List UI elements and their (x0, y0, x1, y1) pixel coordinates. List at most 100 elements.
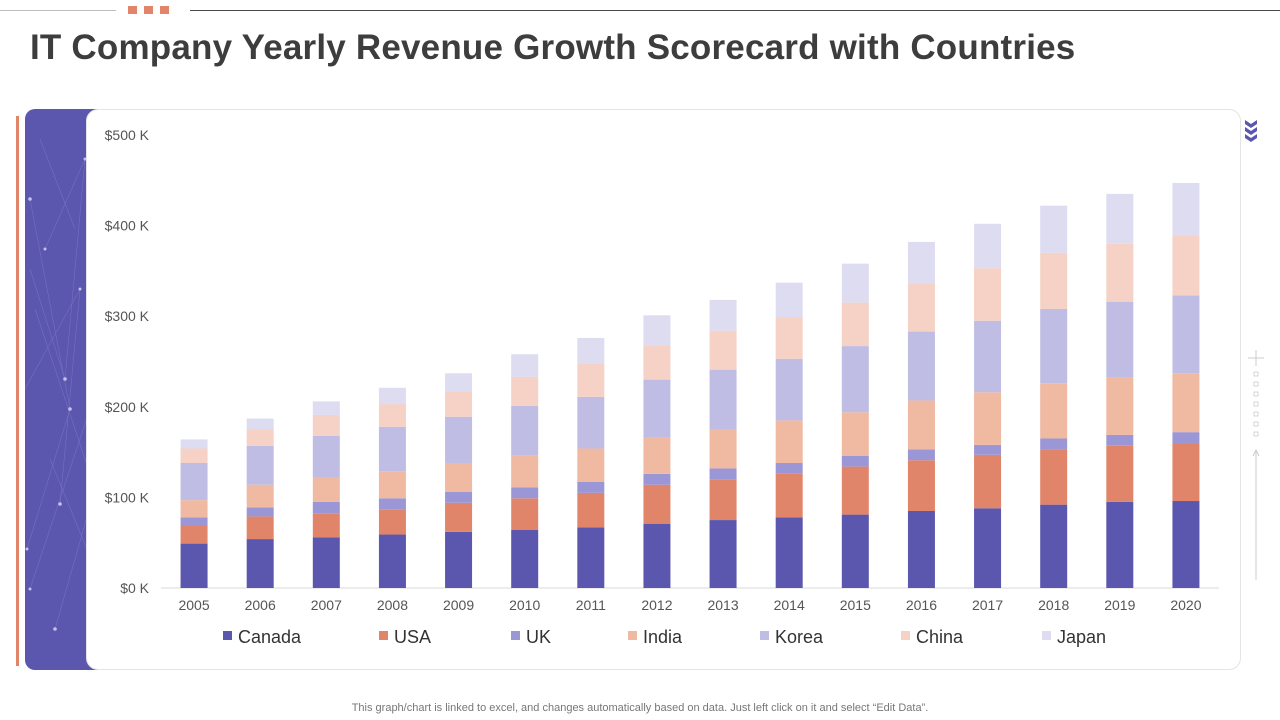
bar-segment-india-2007 (312, 477, 340, 502)
bar-segment-uk-2006 (246, 507, 274, 517)
bar-segment-india-2016 (907, 400, 935, 450)
bar-segment-canada-2020 (1172, 501, 1200, 588)
bar-segment-canada-2005 (180, 543, 208, 588)
bar-segment-china-2014 (775, 317, 803, 359)
bar-segment-uk-2009 (445, 491, 473, 503)
bar-segment-usa-2017 (974, 454, 1002, 509)
legend-swatch-canada (223, 631, 232, 640)
bar-segment-uk-2013 (709, 468, 737, 480)
bar-segment-india-2005 (180, 500, 208, 518)
legend-label-canada: Canada (238, 627, 302, 647)
x-tick-label: 2009 (443, 597, 474, 613)
bar-segment-china-2008 (378, 404, 406, 427)
bar-segment-china-2012 (643, 345, 671, 380)
bar-segment-usa-2012 (643, 484, 671, 524)
x-tick-label: 2010 (509, 597, 540, 613)
bar-segment-korea-2011 (577, 396, 605, 449)
y-tick-label: $400 K (105, 218, 150, 234)
legend-label-usa: USA (394, 627, 431, 647)
x-tick-label: 2014 (774, 597, 805, 613)
x-tick-label: 2011 (576, 597, 606, 613)
bar-segment-japan-2017 (974, 223, 1002, 269)
x-tick-label: 2005 (178, 597, 209, 613)
y-tick-label: $500 K (105, 127, 150, 143)
bar-segment-china-2016 (907, 283, 935, 332)
bar-segment-india-2011 (577, 448, 605, 482)
y-tick-label: $100 K (105, 489, 150, 505)
bar-segment-china-2009 (445, 391, 473, 417)
bar-segment-canada-2014 (775, 517, 803, 588)
bar-segment-japan-2014 (775, 282, 803, 318)
legend-swatch-china (901, 631, 910, 640)
bar-segment-china-2013 (709, 330, 737, 370)
bar-segment-india-2020 (1172, 373, 1200, 433)
bar-segment-uk-2005 (180, 517, 208, 526)
bar-segment-canada-2010 (511, 530, 539, 588)
x-tick-label: 2018 (1038, 597, 1069, 613)
bar-segment-india-2013 (709, 429, 737, 469)
bar-segment-japan-2013 (709, 299, 737, 331)
bar-segment-korea-2013 (709, 369, 737, 430)
legend-swatch-japan (1042, 631, 1051, 640)
bar-segment-japan-2008 (378, 387, 406, 405)
x-tick-label: 2016 (906, 597, 937, 613)
bar-segment-korea-2018 (1040, 308, 1068, 384)
bar-segment-usa-2020 (1172, 443, 1200, 502)
bar-segment-china-2020 (1172, 235, 1200, 296)
bar-segment-canada-2019 (1106, 501, 1134, 588)
bar-segment-uk-2012 (643, 473, 671, 485)
bar-segment-korea-2015 (841, 346, 869, 413)
bar-segment-canada-2012 (643, 523, 671, 588)
bar-segment-uk-2016 (907, 449, 935, 461)
bar-segment-india-2008 (378, 471, 406, 499)
bar-segment-uk-2010 (511, 487, 539, 499)
bar-segment-uk-2015 (841, 455, 869, 467)
bar-segment-uk-2019 (1106, 434, 1134, 446)
x-tick-label: 2020 (1170, 597, 1201, 613)
bar-segment-korea-2005 (180, 462, 208, 501)
bar-segment-usa-2015 (841, 466, 869, 515)
legend-swatch-usa (379, 631, 388, 640)
bar-segment-canada-2006 (246, 539, 274, 588)
scroll-indicator (1246, 350, 1266, 585)
x-tick-label: 2017 (972, 597, 1003, 613)
bar-segment-japan-2015 (841, 263, 869, 303)
bar-segment-usa-2014 (775, 473, 803, 518)
bar-segment-india-2009 (445, 462, 473, 492)
chart-card: $0 K $100 K $200 K $300 K $400 K $500 K 2005 20… (86, 109, 1241, 670)
legend-swatch-india (628, 631, 637, 640)
legend-swatch-korea (760, 631, 769, 640)
bar-segment-korea-2017 (974, 320, 1002, 393)
legend-label-uk: UK (526, 627, 551, 647)
bar-segment-canada-2007 (312, 537, 340, 588)
stacked-bar-chart: $0 K $100 K $200 K $300 K $400 K $500 K 2005 20… (105, 127, 1219, 647)
bar-segment-japan-2018 (1040, 205, 1068, 253)
bar-segment-usa-2013 (709, 479, 737, 521)
bar-segment-canada-2017 (974, 508, 1002, 588)
bar-segment-korea-2014 (775, 358, 803, 421)
y-tick-label: $300 K (105, 308, 150, 324)
bar-segment-usa-2009 (445, 502, 473, 532)
bar-segment-uk-2014 (775, 462, 803, 474)
x-tick-label: 2019 (1104, 597, 1135, 613)
bar-segment-india-2010 (511, 455, 539, 488)
bar-segment-japan-2009 (445, 373, 473, 392)
bar-segment-korea-2019 (1106, 301, 1134, 378)
bar-segment-india-2014 (775, 420, 803, 463)
bar-segment-usa-2019 (1106, 445, 1134, 502)
y-tick-label: $0 K (120, 580, 149, 596)
legend-label-china: China (916, 627, 964, 647)
x-tick-label: 2015 (840, 597, 871, 613)
bar-segment-uk-2017 (974, 444, 1002, 455)
bar-segment-india-2017 (974, 392, 1002, 445)
top-line-left (0, 10, 116, 11)
bar-segment-usa-2006 (246, 516, 274, 540)
bar-segment-japan-2012 (643, 315, 671, 346)
page-title: IT Company Yearly Revenue Growth Scoreca… (30, 28, 1076, 67)
bar-segment-china-2019 (1106, 243, 1134, 302)
bar-segment-korea-2010 (511, 405, 539, 456)
bar-segment-india-2019 (1106, 377, 1134, 435)
bar-segment-korea-2006 (246, 445, 274, 485)
bar-segment-japan-2016 (907, 241, 935, 284)
x-tick-label: 2007 (311, 597, 342, 613)
